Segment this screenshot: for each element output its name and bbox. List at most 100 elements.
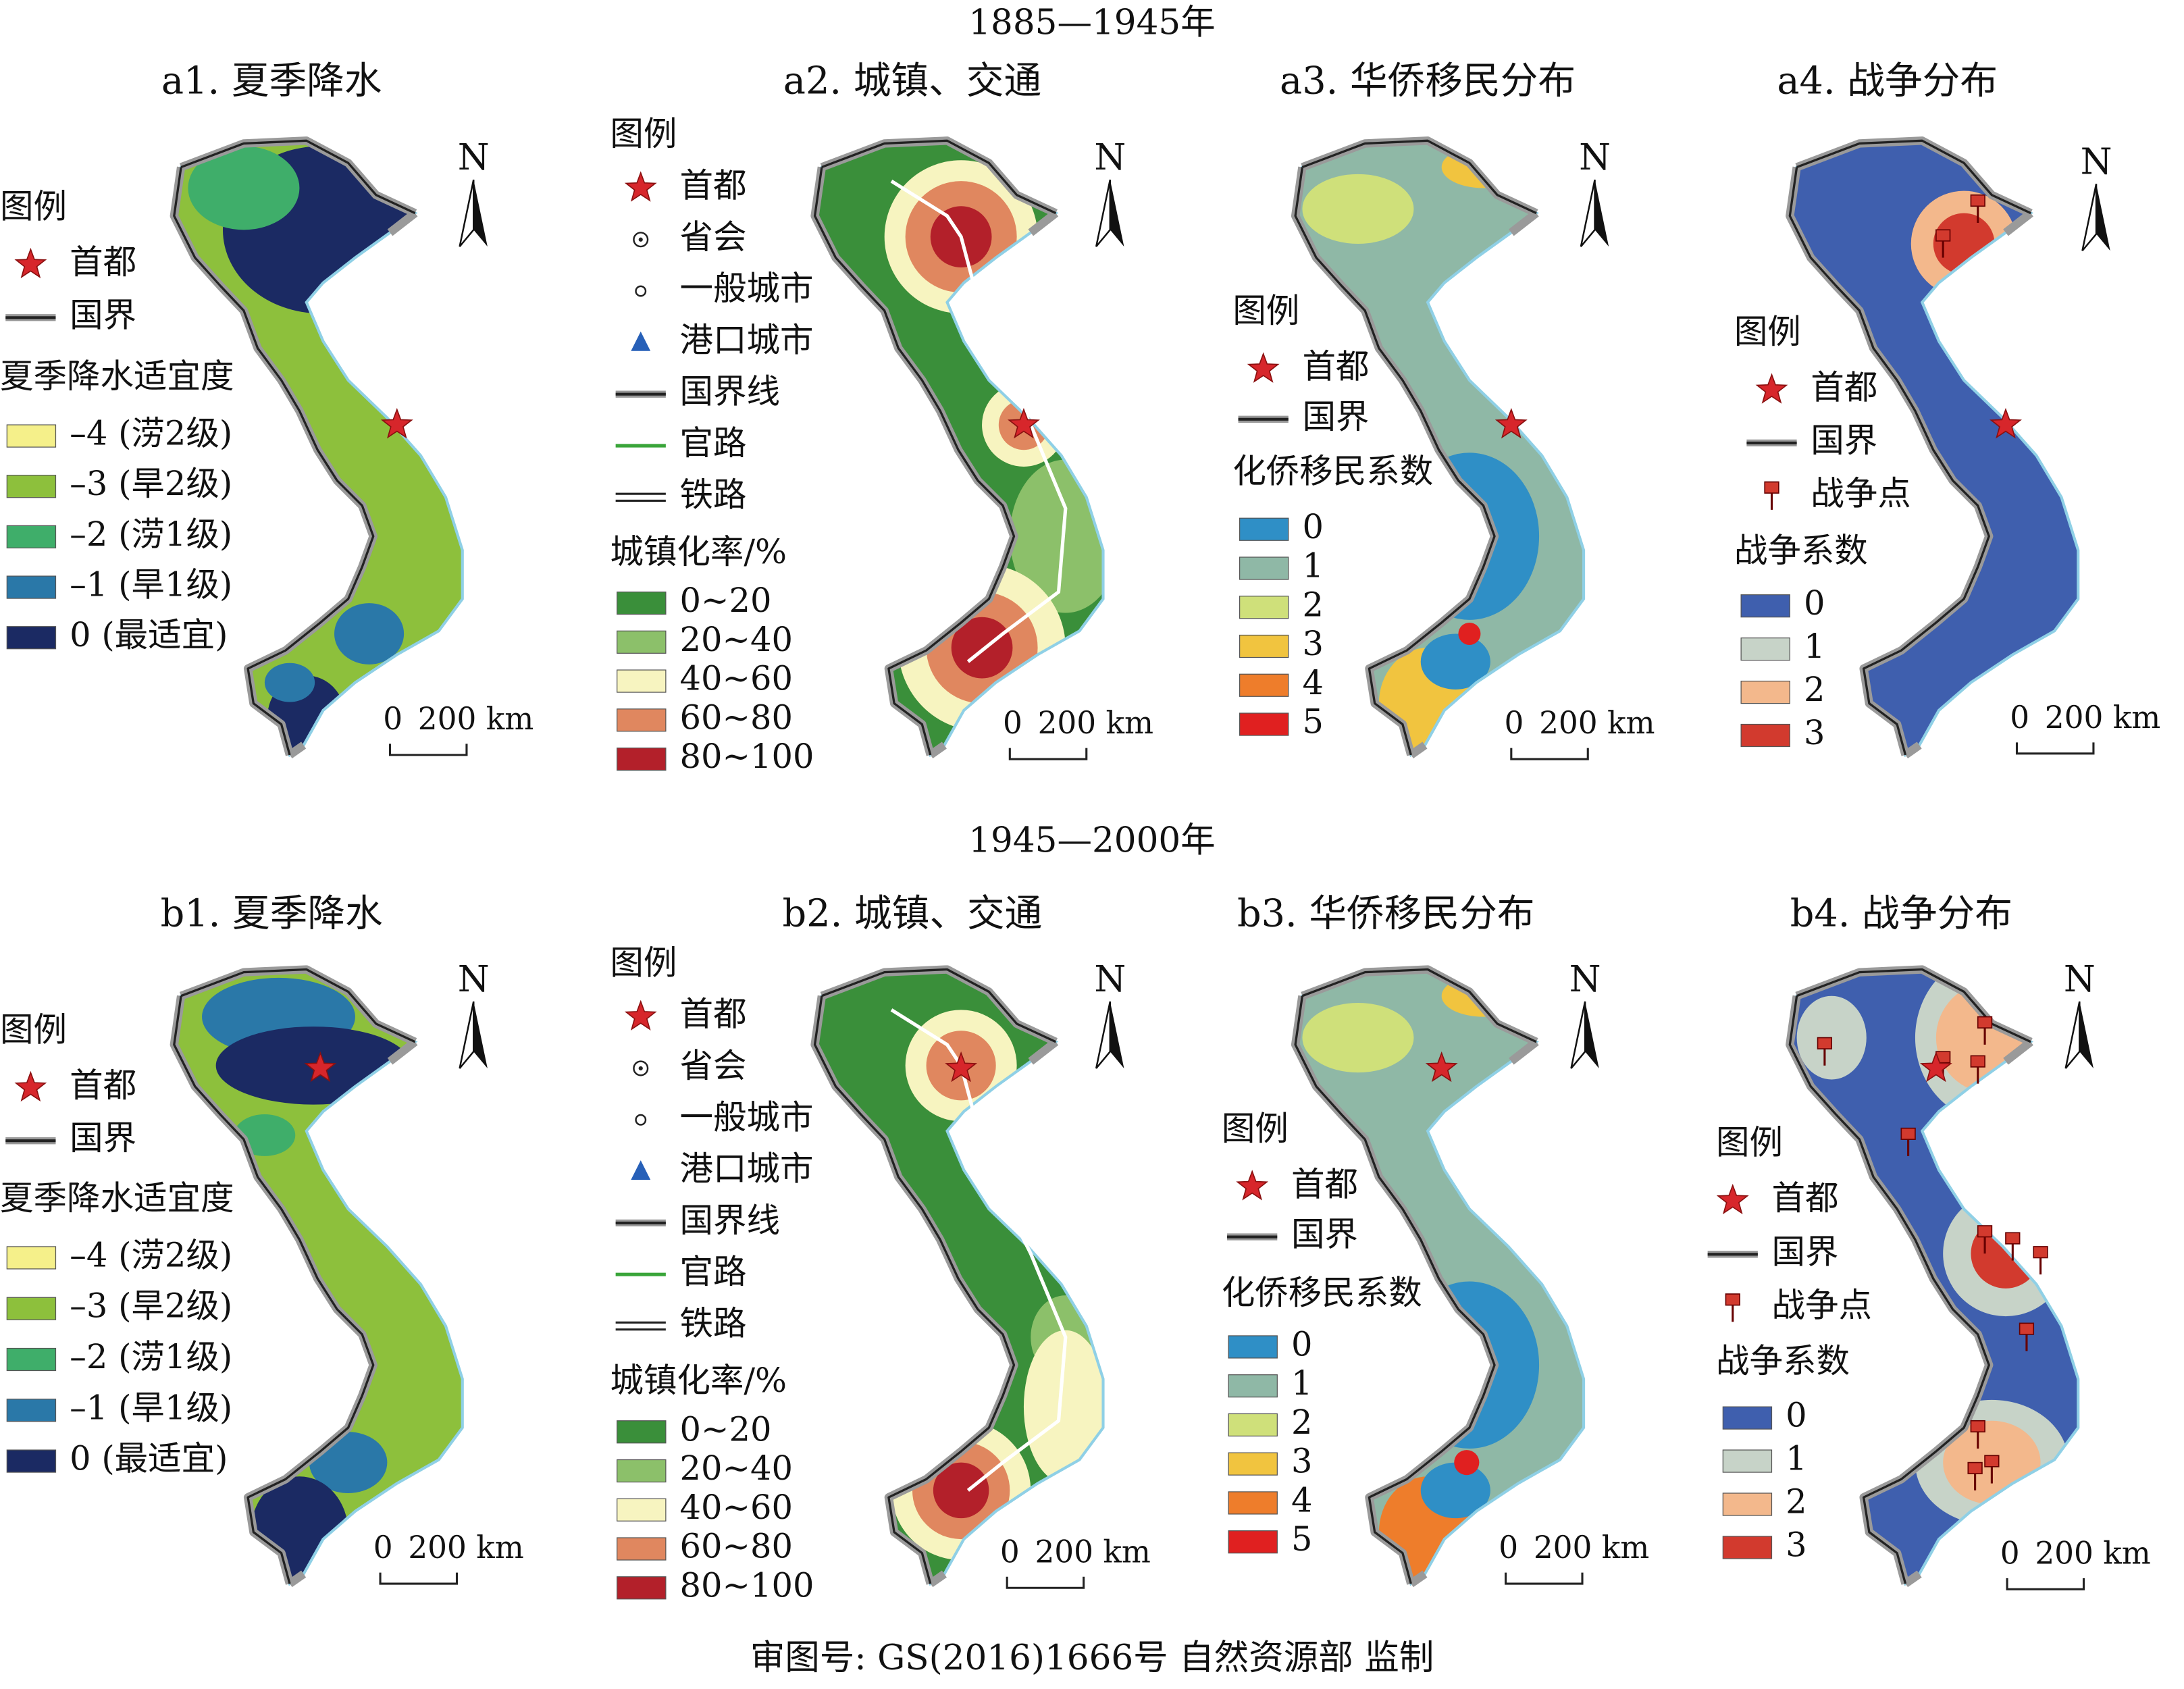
class-swatch — [617, 1459, 667, 1483]
scale-zero: 0 — [383, 701, 402, 737]
class-swatch — [617, 630, 667, 654]
class-label: 60~80 — [680, 1527, 793, 1566]
class-label: 0 — [1786, 1396, 1807, 1435]
class-swatch — [1740, 723, 1790, 748]
class-swatch — [1228, 1413, 1278, 1437]
class-swatch — [6, 1399, 57, 1422]
capital-symbol — [1425, 1051, 1458, 1083]
north-label: N — [458, 958, 490, 1000]
legend-title: 图例 — [1716, 1122, 1783, 1162]
legend-item: 国界 — [1291, 1215, 1358, 1254]
legend-item: 首都 — [1772, 1178, 1839, 1218]
class-swatch — [617, 747, 667, 771]
map — [170, 136, 463, 758]
class-label: 3 — [1291, 1442, 1313, 1481]
class-title: 化侨移民系数 — [1222, 1273, 1422, 1312]
north-arrow — [1110, 180, 1124, 247]
class-label: 4 — [1291, 1480, 1313, 1519]
capital-symbol — [945, 1051, 978, 1083]
class-swatch — [1722, 1536, 1773, 1559]
legend-title: 图例 — [610, 114, 677, 153]
border-line — [813, 968, 1057, 1584]
class-label: 3 — [1302, 624, 1324, 663]
capital-symbol — [1247, 352, 1280, 383]
class-label: 20~40 — [680, 620, 793, 659]
capital-symbol — [380, 408, 413, 439]
panel-title: b2. 城镇、交通 — [783, 892, 1043, 936]
legend-item: 国界线 — [680, 1201, 781, 1240]
class-swatch — [1239, 634, 1289, 658]
scale-zero: 0 — [1000, 1534, 1020, 1569]
class-title: 夏季降水适宜度 — [0, 357, 234, 396]
north-arrow — [2096, 184, 2110, 251]
class-label: 0~20 — [680, 581, 772, 620]
scale-zero: 0 — [2010, 700, 2029, 735]
class-swatch — [1228, 1374, 1278, 1398]
war-point-symbol — [1764, 481, 1779, 494]
class-swatch — [1239, 596, 1289, 619]
class-swatch — [6, 626, 57, 650]
class-swatch — [1740, 594, 1790, 618]
scale-zero: 0 — [1505, 705, 1524, 741]
scale-label: 200 km — [1534, 1530, 1650, 1565]
class-swatch — [617, 708, 667, 732]
capital-symbol — [1494, 408, 1528, 439]
class-label: 0 (最适宜) — [70, 1439, 228, 1478]
class-label: –3 (旱2级) — [70, 464, 232, 503]
scale-bar — [1505, 1572, 1584, 1585]
capital-symbol — [304, 1051, 337, 1083]
class-label: 2 — [1786, 1482, 1807, 1522]
city-symbol — [635, 285, 647, 297]
war-point-symbol — [1817, 1037, 1833, 1049]
map-region — [1420, 633, 1490, 690]
class-label: –2 (涝1级) — [70, 515, 232, 554]
legend-item: 首都 — [680, 165, 747, 205]
class-label: 1 — [1291, 1363, 1313, 1403]
map-region — [933, 1462, 989, 1519]
panel-title: a2. 城镇、交通 — [783, 59, 1041, 103]
north-arrow — [473, 1001, 488, 1068]
map-region — [1302, 174, 1414, 244]
class-label: 0 — [1291, 1324, 1313, 1363]
class-label: 40~60 — [680, 1488, 793, 1527]
class-swatch — [6, 525, 57, 549]
scale-bar — [1510, 748, 1589, 760]
north-arrow — [1580, 179, 1596, 247]
class-label: 2 — [1804, 670, 1825, 709]
north-label: N — [2081, 140, 2112, 182]
scale-label: 200 km — [2035, 1535, 2151, 1571]
class-swatch — [617, 1420, 667, 1444]
legend-item: 港口城市 — [680, 1149, 814, 1189]
class-swatch — [1740, 638, 1790, 661]
class-swatch — [1228, 1335, 1278, 1359]
class-swatch — [1740, 680, 1790, 704]
border-line — [173, 139, 416, 756]
north-arrow — [1594, 180, 1609, 247]
class-swatch — [1239, 556, 1289, 580]
war-point-symbol — [1970, 1055, 1985, 1068]
class-swatch — [6, 424, 57, 448]
legend-item: 首都 — [1811, 368, 1877, 407]
war-point-symbol — [1977, 1016, 1993, 1029]
capital-symbol — [14, 247, 47, 279]
city-symbol — [635, 1114, 647, 1126]
legend-item: 官路 — [680, 423, 747, 463]
class-title: 城镇化率/% — [610, 532, 787, 571]
border-line — [173, 968, 416, 1584]
legend-title: 图例 — [1232, 291, 1299, 330]
class-title: 城镇化率/% — [610, 1361, 787, 1400]
north-label: N — [1094, 136, 1126, 178]
class-label: 60~80 — [680, 698, 793, 737]
north-arrow — [1095, 179, 1112, 247]
border-line — [1294, 139, 1537, 756]
province-symbol — [638, 1066, 643, 1071]
class-label: 80~100 — [680, 1565, 814, 1605]
legend-item: 省会 — [680, 1046, 747, 1085]
north-label: N — [2064, 958, 2096, 1000]
capital-symbol — [624, 999, 657, 1031]
map-region — [1302, 1003, 1414, 1073]
